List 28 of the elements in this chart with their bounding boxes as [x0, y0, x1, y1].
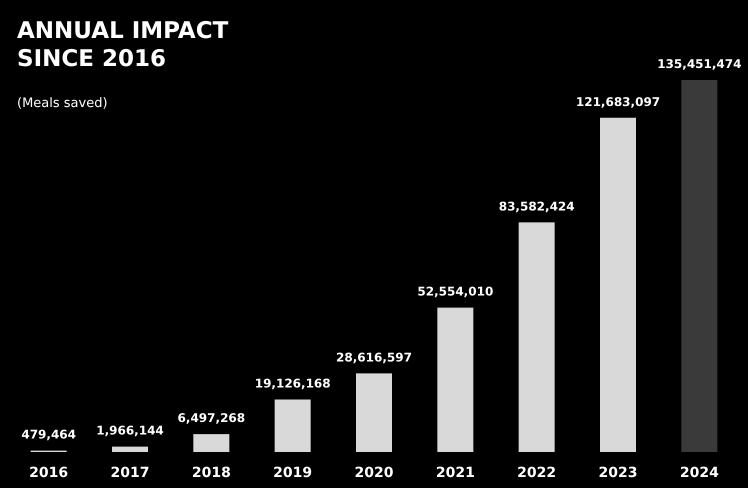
bar [437, 308, 474, 452]
bar [112, 446, 148, 452]
chart-title: ANNUAL IMPACT SINCE 2016 [17, 18, 236, 72]
data-label: 28,616,597 [336, 350, 412, 364]
data-label: 19,126,168 [254, 376, 331, 390]
x-tick-label: 2020 [354, 465, 394, 481]
x-tick-label: 2023 [598, 465, 638, 481]
x-tick-label: 2024 [680, 465, 720, 481]
data-label: 121,683,097 [576, 94, 660, 109]
bar [681, 80, 718, 452]
bar [193, 434, 230, 452]
x-tick-label: 2016 [29, 465, 68, 481]
x-tick-label: 2017 [110, 465, 150, 481]
bar [274, 399, 311, 452]
bar [356, 373, 392, 452]
text: (Meals saved) [17, 96, 108, 111]
data-label: 52,554,010 [417, 284, 494, 299]
bar [518, 222, 555, 452]
bar [600, 118, 636, 452]
x-tick-label: 2018 [192, 465, 231, 481]
data-label: 479,464 [21, 428, 76, 442]
data-label: 6,497,268 [178, 411, 246, 426]
x-tick-label: 2021 [436, 465, 475, 481]
data-label: 1,966,144 [96, 424, 164, 438]
x-tick-label: 2022 [517, 465, 556, 481]
x-tick-label: 2019 [273, 465, 312, 481]
data-label: 135,451,474 [657, 56, 742, 71]
data-label: 83,582,424 [498, 199, 575, 214]
